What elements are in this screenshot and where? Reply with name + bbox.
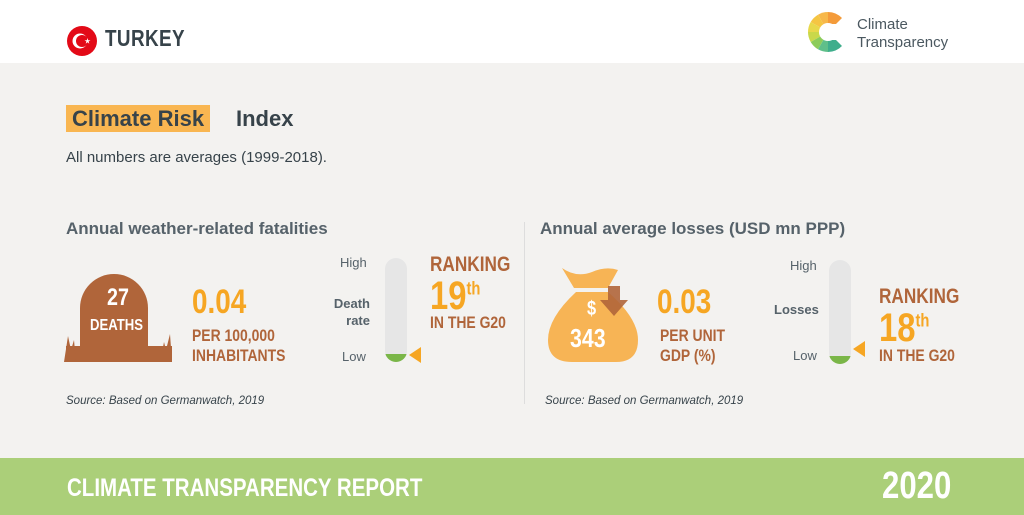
header-bar [0, 0, 1024, 63]
scale-high-label: High [340, 255, 367, 270]
footer-bar [0, 458, 1024, 515]
subtitle: All numbers are averages (1999-2018). [66, 149, 327, 166]
gauge-pointer-icon [409, 347, 421, 363]
fatalities-heading: Annual weather-related fatalities [66, 219, 328, 238]
losses-ranking-value: 18th [879, 306, 929, 351]
gauge-pointer-icon [853, 341, 865, 357]
fatality-rate: 0.04 [192, 283, 247, 321]
losses-rate-unit: PER UNIT GDP (%) [660, 326, 725, 366]
currency-symbol: $ [587, 298, 597, 320]
deaths-value: 27 [107, 284, 129, 311]
country-name: TURKEY [105, 25, 186, 51]
losses-unit-line-1: PER UNIT [660, 326, 726, 345]
brand-line-1: Climate [857, 16, 908, 33]
ranking-context: IN THE G20 [430, 313, 506, 332]
title-highlight-text: Climate Risk [72, 106, 205, 131]
fatality-unit-line-1: PER 100,000 [192, 326, 275, 345]
gauge-fill [385, 353, 407, 362]
climate-transparency-logo-icon [806, 10, 850, 54]
section-divider [524, 222, 525, 404]
losses-gauge [829, 260, 851, 364]
fatality-unit-line-2: INHABITANTS [192, 346, 286, 365]
title-highlight: Climate Risk [66, 105, 211, 132]
losses-ranking-number: 18 [879, 306, 916, 350]
tombstone-icon [62, 270, 178, 367]
scale-label-line-1: Death [333, 296, 370, 311]
turkey-flag-icon [67, 26, 97, 56]
brand-line-2: Transparency [857, 34, 949, 51]
ranking-value: 19th [430, 274, 480, 319]
scale-label-line-2: rate [346, 313, 370, 328]
deaths-label: DEATHS [90, 317, 143, 334]
losses-scale-metric-label: Losses [774, 302, 819, 317]
death-rate-gauge [385, 258, 407, 362]
ranking-suffix: th [466, 278, 481, 299]
losses-ranking-label: RANKING [879, 285, 960, 308]
scale-metric-label: Death rate [330, 295, 370, 329]
ranking-label: RANKING [430, 253, 511, 276]
losses-ranking-suffix: th [915, 310, 930, 331]
brand-name: Climate Transparency [857, 16, 948, 52]
losses-heading: Annual average losses (USD mn PPP) [540, 219, 846, 238]
title-rest: Index [236, 106, 294, 131]
losses-rate: 0.03 [657, 283, 712, 321]
fatalities-source: Source: Based on Germanwatch, 2019 [66, 395, 265, 407]
ranking-number: 19 [430, 274, 467, 318]
footer-year: 2020 [882, 465, 952, 507]
losses-scale-low-label: Low [793, 348, 817, 363]
losses-source: Source: Based on Germanwatch, 2019 [545, 395, 744, 407]
fatality-rate-unit: PER 100,000 INHABITANTS [192, 326, 285, 366]
losses-ranking-context: IN THE G20 [879, 346, 955, 365]
losses-unit-line-2: GDP (%) [660, 346, 716, 365]
losses-scale-high-label: High [790, 258, 817, 273]
footer-report-title: CLIMATE TRANSPARENCY REPORT [67, 474, 423, 502]
money-bag-icon [546, 264, 642, 369]
gauge-fill [829, 355, 851, 364]
losses-amount: 343 [570, 323, 606, 353]
scale-low-label: Low [342, 349, 366, 364]
